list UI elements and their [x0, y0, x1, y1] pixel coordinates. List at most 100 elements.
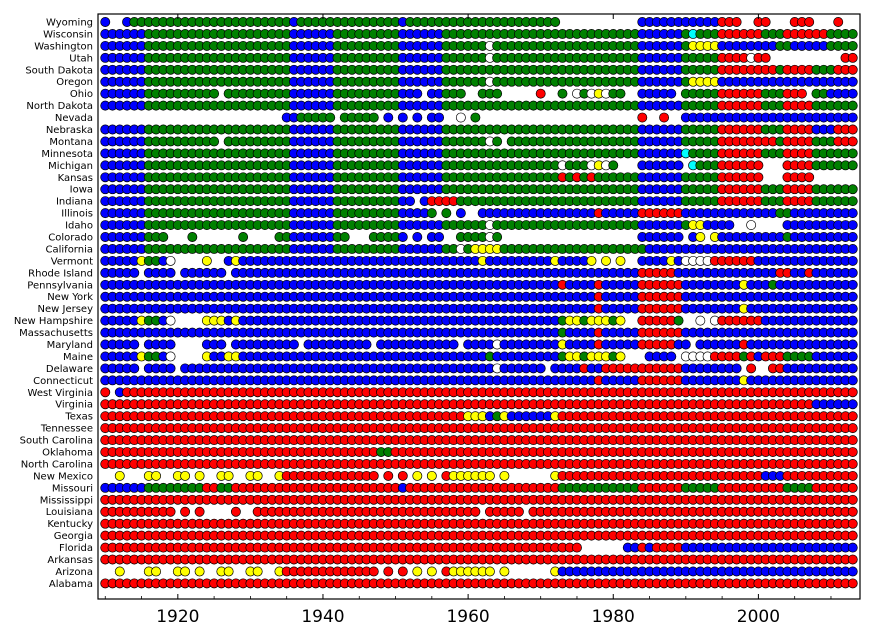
year-point	[847, 315, 858, 326]
year-point	[615, 351, 626, 362]
year-point	[426, 470, 437, 481]
year-point	[673, 315, 684, 326]
year-point	[114, 470, 125, 481]
year-point	[492, 232, 503, 242]
state-label: Wyoming	[46, 18, 93, 29]
state-label: Nevada	[55, 113, 93, 124]
x-tick-label: 1980	[592, 607, 635, 627]
state-label: Pennsylvania	[27, 280, 93, 291]
year-point	[847, 184, 858, 195]
state-label: Nebraska	[46, 125, 93, 136]
year-point	[695, 232, 706, 242]
year-point	[194, 566, 205, 577]
year-point	[615, 255, 626, 266]
state-label: Missouri	[52, 483, 93, 494]
state-label: Washington	[34, 41, 93, 52]
year-point	[426, 566, 437, 577]
year-point	[847, 52, 858, 63]
year-point	[455, 208, 466, 219]
state-row	[100, 303, 858, 314]
year-point	[513, 506, 524, 517]
state-label: New Hampshire	[14, 316, 93, 327]
year-point	[368, 566, 379, 577]
year-point	[746, 363, 757, 374]
year-point	[100, 387, 111, 398]
year-point	[847, 327, 858, 338]
year-point	[194, 506, 205, 517]
year-point	[383, 470, 394, 481]
year-point	[847, 470, 858, 481]
state-label: Arkansas	[47, 555, 93, 566]
state-row	[100, 411, 858, 422]
year-point	[484, 566, 495, 577]
year-point	[847, 255, 858, 266]
year-point	[165, 255, 176, 266]
year-point	[397, 470, 408, 481]
year-point	[412, 88, 423, 99]
year-point	[499, 470, 510, 481]
year-point	[847, 447, 858, 457]
state-label: Idaho	[65, 221, 93, 232]
year-point	[129, 339, 140, 350]
state-label: West Virginia	[28, 388, 93, 399]
state-label: Maine	[63, 352, 93, 363]
year-point	[753, 172, 764, 183]
state-row	[100, 40, 858, 51]
year-point	[680, 339, 691, 350]
state-row	[100, 76, 858, 87]
year-point	[673, 232, 684, 242]
year-point	[201, 255, 212, 266]
year-point	[804, 17, 815, 27]
state-row	[100, 64, 858, 75]
year-point	[165, 315, 176, 326]
year-point	[339, 232, 350, 242]
state-row	[100, 435, 858, 446]
year-point	[731, 363, 742, 374]
year-point	[535, 88, 546, 99]
state-label: Maryland	[47, 340, 93, 351]
year-point	[804, 172, 815, 183]
state-label: Georgia	[54, 531, 93, 542]
state-label: Virginia	[55, 400, 93, 411]
state-label: Rhode Island	[28, 268, 93, 279]
state-row	[100, 554, 858, 565]
year-point	[550, 17, 561, 27]
year-point	[223, 566, 234, 577]
year-point	[847, 64, 858, 75]
year-point	[412, 470, 423, 481]
state-label: Ohio	[70, 89, 93, 100]
state-row	[114, 566, 858, 577]
year-point	[216, 267, 227, 278]
x-tick-label: 1960	[446, 607, 489, 627]
point-marks	[100, 17, 858, 589]
year-point	[180, 506, 191, 517]
state-row	[100, 447, 858, 457]
year-point	[209, 88, 220, 99]
year-point	[151, 566, 162, 577]
year-point	[847, 29, 858, 39]
state-label: South Carolina	[20, 436, 93, 447]
year-point	[608, 160, 619, 171]
year-point	[847, 542, 858, 553]
year-point	[833, 17, 844, 27]
state-row	[100, 578, 858, 589]
year-point	[847, 112, 858, 123]
state-label: Indiana	[56, 197, 93, 208]
year-point	[847, 303, 858, 314]
state-label: Texas	[64, 412, 93, 423]
year-point	[601, 255, 611, 266]
state-row	[100, 208, 858, 219]
year-point	[448, 339, 459, 350]
state-label: Utah	[69, 53, 93, 64]
year-point	[557, 88, 568, 99]
year-point	[412, 112, 423, 123]
state-label: Montana	[49, 137, 93, 148]
year-point	[397, 232, 408, 242]
state-row	[114, 470, 858, 481]
state-label: Oregon	[56, 77, 93, 88]
year-point	[847, 351, 858, 362]
state-row	[100, 339, 858, 350]
year-point	[847, 76, 858, 87]
state-label: Wisconsin	[43, 29, 93, 40]
